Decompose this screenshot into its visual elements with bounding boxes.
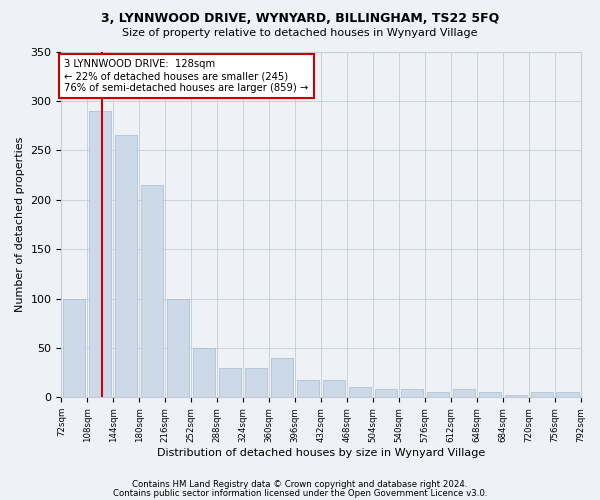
Bar [323,380,345,398]
Bar [556,392,578,398]
Text: Contains public sector information licensed under the Open Government Licence v3: Contains public sector information licen… [113,488,487,498]
Bar [271,358,293,398]
Text: 3, LYNNWOOD DRIVE, WYNYARD, BILLINGHAM, TS22 5FQ: 3, LYNNWOOD DRIVE, WYNYARD, BILLINGHAM, … [101,12,499,26]
Bar [401,390,423,398]
Bar [452,390,475,398]
Bar [219,368,241,398]
Bar [115,136,137,398]
Bar [530,392,553,398]
Bar [427,392,449,398]
Bar [505,396,527,398]
Bar [479,392,500,398]
Bar [349,388,371,398]
Text: Contains HM Land Registry data © Crown copyright and database right 2024.: Contains HM Land Registry data © Crown c… [132,480,468,489]
Bar [167,298,189,398]
Y-axis label: Number of detached properties: Number of detached properties [15,136,25,312]
X-axis label: Distribution of detached houses by size in Wynyard Village: Distribution of detached houses by size … [157,448,485,458]
Text: 3 LYNNWOOD DRIVE:  128sqm
← 22% of detached houses are smaller (245)
76% of semi: 3 LYNNWOOD DRIVE: 128sqm ← 22% of detach… [64,60,308,92]
Bar [245,368,267,398]
Bar [64,298,85,398]
Text: Size of property relative to detached houses in Wynyard Village: Size of property relative to detached ho… [122,28,478,38]
Bar [89,111,112,398]
Bar [375,390,397,398]
Bar [193,348,215,398]
Bar [297,380,319,398]
Bar [141,185,163,398]
